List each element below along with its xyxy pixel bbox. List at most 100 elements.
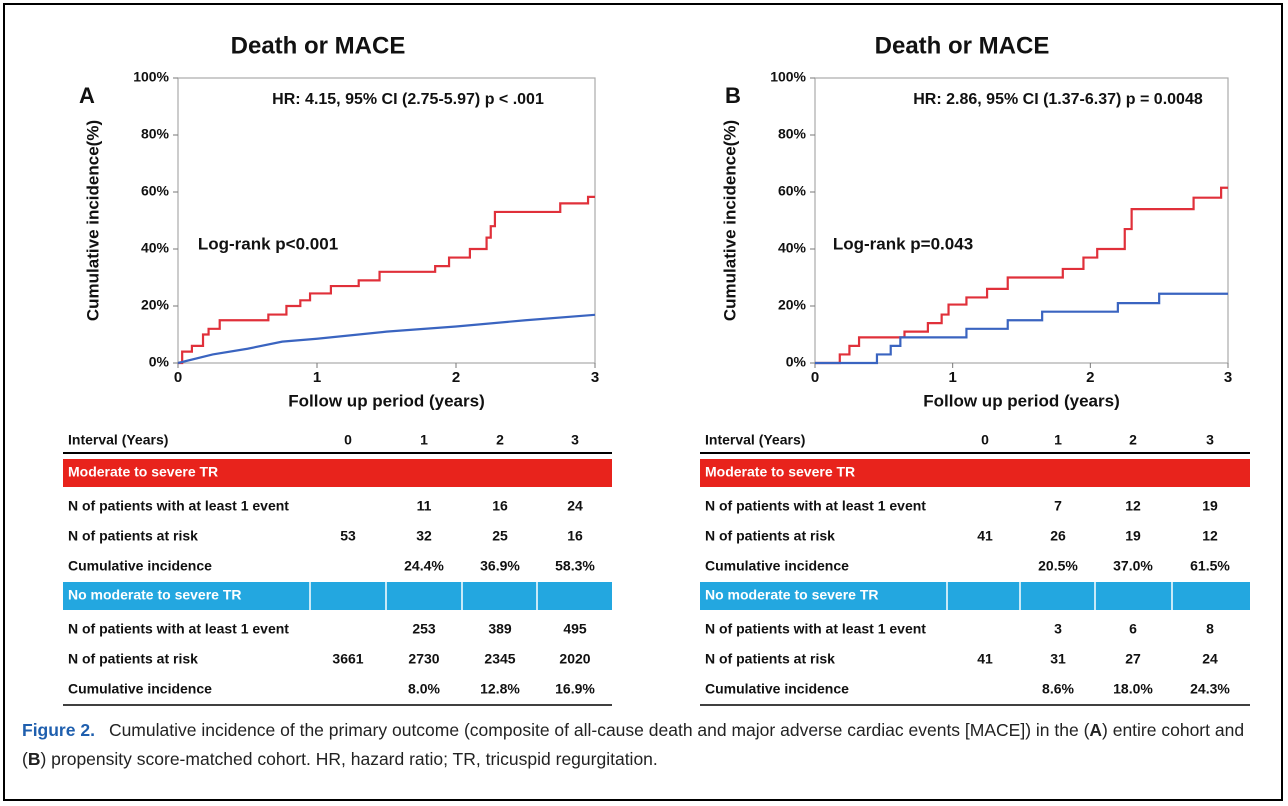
annotation: HR: 2.86, 95% CI (1.37-6.37) p = 0.0048 [913,91,1203,108]
x-tick-label: 3 [591,369,599,386]
group-bar [63,459,612,487]
x-tick-label: 2 [452,369,460,386]
y-tick-label: 80% [778,126,807,142]
plot-frame [177,77,596,364]
table-cell: 12 [1125,498,1141,514]
plot-frame [814,77,1229,364]
x-tick-label: 0 [174,369,182,386]
row-label: N of patients at risk [705,651,835,667]
table-cell: 31 [1050,651,1066,667]
row-label: Cumulative incidence [705,558,849,574]
curve [177,313,596,365]
row-label: N of patients with at least 1 event [68,621,289,637]
panel-label: B [725,83,741,108]
table-header: 0 [344,432,352,448]
table-cell: 253 [412,621,436,637]
table-header: 2 [1129,432,1137,448]
row-label: N of patients with at least 1 event [705,621,926,637]
y-axis-label: Cumulative incidence(%) [720,120,739,321]
curve [815,292,1228,365]
caption-text: ) propensity score-matched cohort. HR, h… [40,749,658,769]
caption-panel: B [27,749,41,769]
table-cell: 24.4% [404,558,444,574]
table-header: 1 [1054,432,1062,448]
table-cell: 3661 [332,651,363,667]
row-label: Cumulative incidence [705,681,849,697]
row-label: N of patients at risk [68,651,198,667]
table-cell: 16 [492,498,508,514]
x-axis-label: Follow up period (years) [288,391,484,410]
caption-text: ) entire cohort and ( [22,720,1245,769]
table-header: 3 [571,432,579,448]
table-cell: 389 [488,621,512,637]
table-cell: 12.8% [480,681,520,697]
y-tick-label: 100% [133,69,169,85]
caption: Figure 2. Cumulative incidence of the pri… [22,716,1272,774]
table-header: Interval (Years) [705,432,805,448]
y-tick-label: 20% [778,297,807,313]
group-bar [63,582,612,610]
table-cell: 12 [1202,528,1218,544]
row-label: N of patients with at least 1 event [68,498,289,514]
table-cell: 8.6% [1042,681,1074,697]
group-title: No moderate to severe TR [705,587,879,603]
x-tick-label: 1 [313,369,321,386]
table-cell: 24 [567,498,583,514]
table-cell: 36.9% [480,558,520,574]
table-cell: 53 [340,528,356,544]
table-cell: 16 [567,528,583,544]
table-header: 2 [496,432,504,448]
row-label: N of patients with at least 1 event [705,498,926,514]
y-tick-label: 0% [149,354,170,370]
caption-text: Cumulative incidence of the primary outc… [108,720,1090,740]
y-tick-label: 20% [141,297,170,313]
y-tick-label: 100% [770,69,806,85]
x-tick-label: 0 [811,369,819,386]
x-tick-label: 1 [948,369,956,386]
table-cell: 2730 [408,651,439,667]
chart-title: Death or MACE [231,32,406,59]
table-header: Interval (Years) [68,432,168,448]
panel-label: A [79,83,95,108]
table-cell: 61.5% [1190,558,1230,574]
table-cell: 26 [1050,528,1066,544]
table-cell: 20.5% [1038,558,1078,574]
table-cell: 6 [1129,621,1137,637]
table-cell: 32 [416,528,432,544]
caption-panel: A [1089,720,1103,740]
table-cell: 3 [1054,621,1062,637]
y-tick-label: 60% [778,183,807,199]
table-cell: 11 [417,498,432,514]
table-header: 3 [1206,432,1214,448]
table-cell: 24.3% [1190,681,1230,697]
group-title: Moderate to severe TR [68,464,218,480]
table-cell: 16.9% [555,681,595,697]
table-cell: 8 [1206,621,1214,637]
y-axis-label: Cumulative incidence(%) [83,120,102,321]
table-cell: 41 [977,651,993,667]
logrank: Log-rank p=0.043 [833,234,973,253]
table-cell: 7 [1054,498,1062,514]
y-tick-label: 80% [141,126,170,142]
group-bar [700,582,1250,610]
frame [3,3,1283,801]
x-axis-label: Follow up period (years) [923,391,1119,410]
table-cell: 495 [563,621,587,637]
table-cell: 37.0% [1113,558,1153,574]
table-cell: 8.0% [408,681,440,697]
chart-title: Death or MACE [875,32,1050,59]
table-cell: 19 [1202,498,1218,514]
table-cell: 24 [1202,651,1218,667]
row-label: Cumulative incidence [68,681,212,697]
logrank: Log-rank p<0.001 [198,234,338,253]
table-header: 0 [981,432,989,448]
caption-label: Figure 2. [22,720,95,740]
row-label: N of patients at risk [705,528,835,544]
group-title: No moderate to severe TR [68,587,242,603]
table-cell: 2345 [484,651,515,667]
table-cell: 41 [977,528,993,544]
y-tick-label: 0% [786,354,807,370]
table-cell: 27 [1125,651,1141,667]
